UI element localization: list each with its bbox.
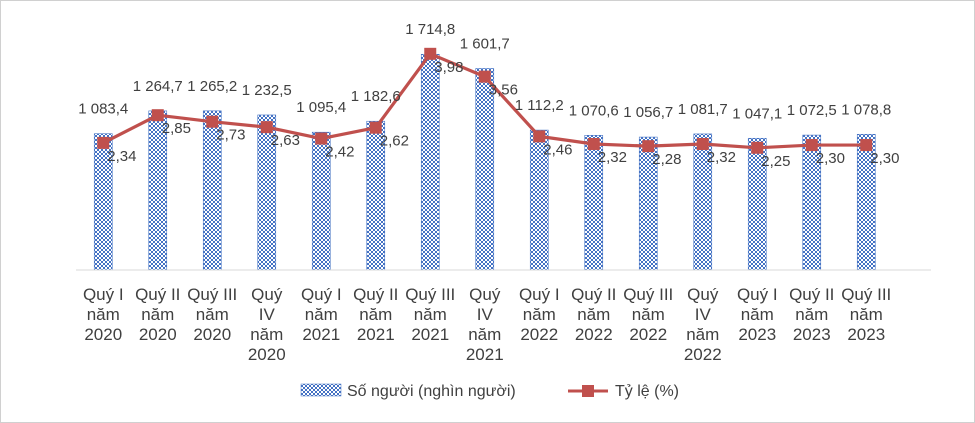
rate-value-label: 2,46 (543, 141, 572, 158)
category-label: Quý III năm 2021 (405, 285, 455, 344)
rate-value-label: 2,32 (598, 149, 627, 166)
rate-marker (642, 140, 655, 153)
rate-value-label: 2,25 (761, 153, 790, 170)
category-label: Quý III năm 2023 (841, 285, 891, 344)
bar-value-label: 1 232,5 (242, 82, 292, 99)
legend-label-line: Tỷ lệ (%) (615, 383, 679, 400)
bar-value-label: 1 112,2 (515, 97, 564, 114)
category-label: Quý III năm 2020 (187, 285, 237, 344)
rate-value-label: 2,73 (216, 127, 245, 144)
bar-value-label: 1 081,7 (678, 101, 728, 118)
bar-value-label: 1 056,7 (623, 104, 673, 121)
bars-layer (93, 53, 876, 271)
bar-value-label: 1 095,4 (296, 99, 346, 116)
bar-value-label: 1 078,8 (841, 101, 891, 118)
rate-marker (478, 70, 491, 83)
rate-marker (805, 139, 818, 152)
legend: Số người (nghìn người) Tỷ lệ (%) (300, 383, 679, 400)
rate-value-label: 2,28 (652, 151, 681, 168)
rate-marker (696, 137, 709, 150)
rate-marker (860, 139, 873, 152)
rate-value-label: 2,32 (707, 149, 736, 166)
rate-value-label: 2,30 (816, 150, 845, 167)
rate-value-label: 2,30 (870, 150, 899, 167)
bar (420, 53, 440, 271)
bar-value-label: 1 182,6 (351, 88, 401, 105)
bar-value-label: 1 264,7 (133, 78, 183, 95)
category-label: Quý IV năm 2020 (248, 285, 286, 364)
legend-item-line: Tỷ lệ (%) (568, 383, 679, 400)
category-label: Quý III năm 2022 (623, 285, 673, 344)
legend-swatch-bars (300, 383, 342, 397)
legend-label-bars: Số người (nghìn người) (347, 383, 516, 400)
rate-marker (369, 121, 382, 134)
legend-item-bars: Số người (nghìn người) (300, 383, 516, 400)
rate-marker (424, 47, 437, 60)
bar-value-label: 1 047,1 (732, 105, 782, 122)
rate-marker (533, 130, 546, 143)
bar-value-label: 1 072,5 (787, 102, 837, 119)
category-label: Quý II năm 2023 (789, 285, 834, 344)
rate-value-label: 2,85 (162, 120, 191, 137)
category-label: Quý IV năm 2021 (466, 285, 504, 364)
rate-marker (206, 115, 219, 128)
rate-marker (315, 132, 328, 145)
labels-layer: 1 083,4 1 264,7 1 265,2 1 232,51 095,4 1 182… (78, 21, 899, 170)
category-label: Quý IV năm 2022 (684, 285, 722, 364)
rate-value-label: 2,42 (325, 144, 354, 161)
rate-marker (260, 121, 273, 134)
bar-value-label: 1 601,7 (460, 36, 510, 53)
bar-value-label: 1 083,4 (78, 101, 128, 118)
bar (475, 68, 495, 271)
legend-swatch-marker (582, 385, 594, 397)
line-layer (97, 47, 873, 154)
bar-value-label: 1 265,2 (187, 78, 237, 95)
rate-value-label: 3,56 (489, 82, 518, 99)
rate-value-label: 3,98 (434, 59, 463, 76)
rate-value-label: 2,63 (271, 132, 300, 149)
rate-marker (151, 109, 164, 122)
rate-marker (751, 141, 764, 154)
category-label: Quý II năm 2021 (353, 285, 398, 344)
category-label: Quý II năm 2020 (135, 285, 180, 344)
bar-value-label: 1 070,6 (569, 102, 619, 119)
rate-marker (97, 136, 110, 149)
category-label: Quý II năm 2022 (571, 285, 616, 344)
rate-marker (587, 137, 600, 150)
rate-value-label: 2,62 (380, 133, 409, 150)
rate-value-label: 2,34 (107, 148, 136, 165)
bar-value-label: 1 714,8 (405, 21, 455, 38)
